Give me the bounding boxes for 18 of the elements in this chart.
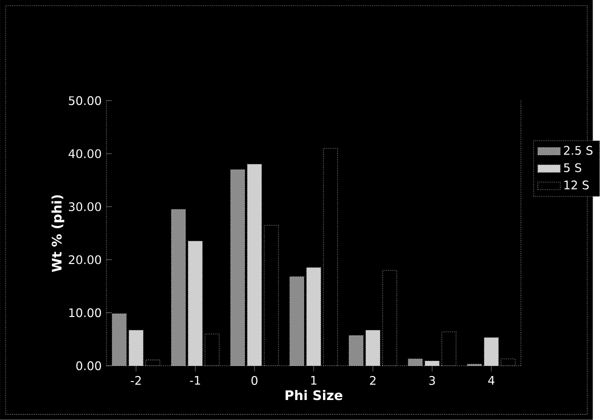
x-tick-label: 3: [429, 376, 435, 385]
y-tick-label: 50.00: [68, 96, 102, 106]
x-tick-label: 1: [311, 376, 316, 385]
y-tick-label: 0.00: [76, 361, 102, 370]
y-tick-label: 30.00: [68, 202, 102, 212]
legend-label: 12 S: [564, 180, 589, 190]
y-tick-label: 40.00: [68, 149, 102, 158]
y-tick-label: 20.00: [68, 255, 102, 264]
x-tick-label: -1: [190, 376, 200, 385]
legend-label: 5 S: [564, 163, 582, 172]
x-tick-label: 4: [488, 376, 494, 385]
x-tick-label: -2: [130, 376, 141, 385]
y-axis-title: Wt % (phi): [52, 195, 64, 272]
x-tick-label: 0: [252, 376, 258, 385]
x-axis-title: Phi Size: [286, 390, 342, 400]
legend-label: 2.5 S: [564, 146, 592, 155]
x-tick-label: 2: [370, 376, 376, 385]
y-tick-label: 10.00: [69, 308, 102, 318]
